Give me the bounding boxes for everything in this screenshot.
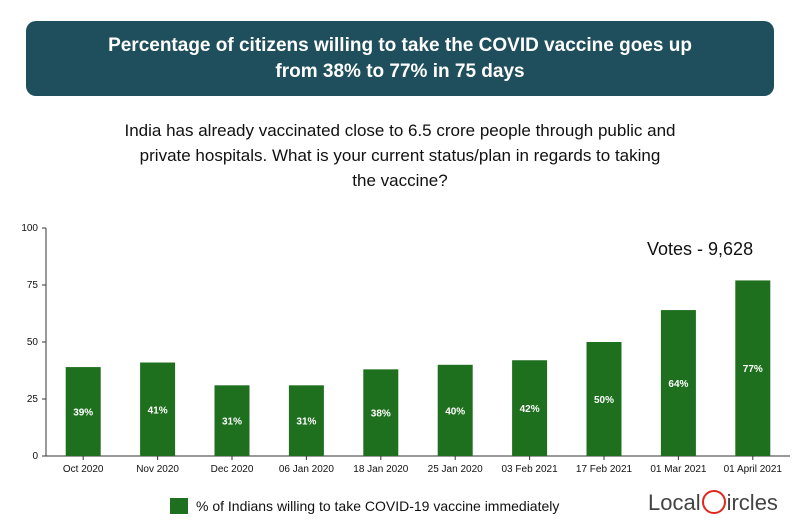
bar — [214, 385, 250, 456]
logo-circle-icon — [701, 490, 726, 515]
bar-value-label: 50% — [594, 395, 614, 406]
bar-value-label: 42% — [520, 404, 540, 415]
x-tick-label: 17 Feb 2021 — [576, 464, 633, 475]
chart-legend: % of Indians willing to take COVID-19 va… — [170, 496, 559, 516]
x-tick-label: 18 Jan 2020 — [353, 464, 408, 475]
legend-swatch — [170, 498, 188, 514]
votes-count: Votes - 9,628 — [647, 239, 754, 259]
bar — [586, 342, 622, 456]
y-tick-label: 25 — [27, 394, 39, 405]
question-line1: India has already vaccinated close to 6.… — [124, 121, 676, 140]
bar — [512, 360, 548, 456]
survey-question: India has already vaccinated close to 6.… — [40, 118, 760, 193]
bar — [140, 362, 176, 456]
x-tick-label: Nov 2020 — [136, 464, 179, 475]
bar — [660, 310, 696, 456]
question-line2: private hospitals. What is your current … — [139, 146, 661, 165]
x-tick-label: 03 Feb 2021 — [502, 464, 559, 475]
bar-value-label: 31% — [222, 417, 242, 428]
bar — [65, 367, 101, 456]
x-tick-label: Dec 2020 — [211, 464, 254, 475]
localcircles-logo: Local ircles — [648, 490, 778, 516]
y-tick-label: 50 — [27, 337, 39, 348]
y-tick-label: 75 — [27, 280, 39, 291]
bar — [288, 385, 324, 456]
x-tick-label: 06 Jan 2020 — [279, 464, 334, 475]
bar-value-label: 64% — [668, 379, 688, 390]
header-title-line1: Percentage of citizens willing to take t… — [108, 34, 692, 56]
x-tick-label: 01 Mar 2021 — [650, 464, 707, 475]
bar-value-label: 77% — [743, 364, 763, 375]
bar-value-label: 39% — [73, 408, 93, 419]
header-title-line2: from 38% to 77% in 75 days — [275, 60, 525, 82]
y-tick-label: 100 — [21, 223, 38, 234]
logo-text-local: Local — [648, 490, 701, 515]
bar-chart: 0 25 50 75 100 39% Oct 2020 41% Nov 2020 31% Dec 2… — [21, 223, 790, 475]
bar-value-label: 38% — [371, 409, 391, 420]
header-banner: Percentage of citizens willing to take t… — [26, 21, 774, 96]
bar-value-label: 31% — [296, 417, 316, 428]
bar-value-label: 41% — [148, 405, 168, 416]
legend-label: % of Indians willing to take COVID-19 va… — [196, 498, 560, 514]
bar-value-label: 40% — [445, 406, 465, 417]
x-tick-label: Oct 2020 — [63, 464, 104, 475]
x-tick-label: 25 Jan 2020 — [428, 464, 483, 475]
question-line3: the vaccine? — [352, 171, 448, 190]
bar — [735, 280, 771, 456]
bar — [363, 369, 399, 456]
bar — [437, 364, 473, 456]
logo-text-ircles: ircles — [726, 490, 778, 515]
x-tick-label: 01 April 2021 — [724, 464, 783, 475]
y-tick-label: 0 — [32, 451, 38, 462]
